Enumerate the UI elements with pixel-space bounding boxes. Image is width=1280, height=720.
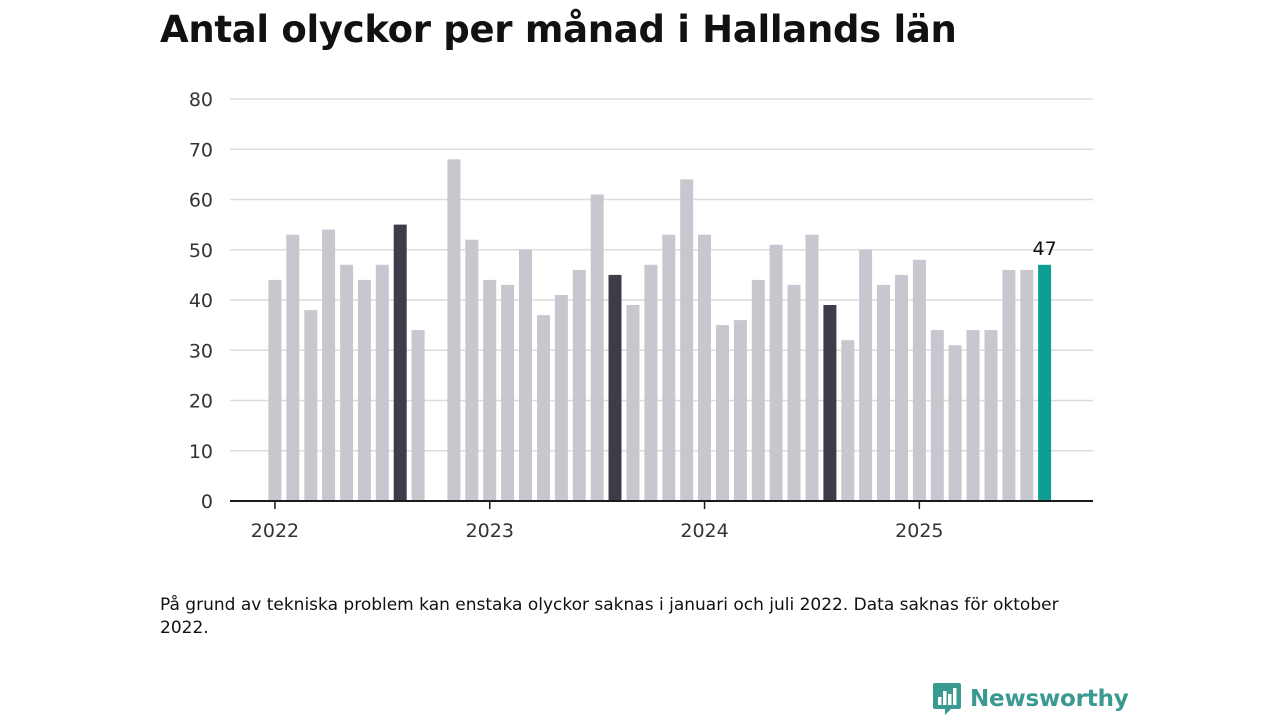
newsworthy-chart-bubble-icon [933, 683, 961, 715]
bar-2023-01 [483, 279, 497, 501]
bar-2023-03 [519, 249, 532, 502]
bar-2025-06 [1002, 269, 1016, 501]
bar-2023-06 [572, 269, 586, 501]
bar-2023-12 [680, 179, 694, 501]
y-tick-label: 50 [189, 240, 213, 262]
footnote: På grund av tekniska problem kan enstaka… [160, 595, 1059, 638]
bar-2024-05 [769, 244, 783, 501]
bar-2025-08 [1038, 264, 1052, 501]
data-label-latest: 47 [1033, 238, 1057, 260]
newsworthy-logo: Newsworthy [932, 682, 1129, 716]
bar-2022-02 [286, 234, 300, 501]
bar-2023-10 [644, 264, 658, 501]
bars [268, 159, 1052, 502]
bar-2022-04 [322, 229, 336, 501]
bar-2025-02 [930, 330, 944, 501]
bar-2024-04 [751, 279, 765, 501]
bar-2024-03 [733, 320, 747, 501]
y-tick-label: 20 [189, 391, 213, 413]
bar-2022-05 [340, 264, 354, 501]
x-tick-label: 2022 [251, 520, 299, 542]
bar-2023-04 [537, 315, 550, 501]
bar-2024-07 [805, 234, 819, 501]
bar-2024-02 [716, 325, 729, 501]
axes: 0 10 20 30 40 50 60 70 80 2022 2023 2024 2025 [189, 89, 1093, 542]
x-tick-label: 2023 [466, 520, 514, 542]
brand-name: Newsworthy [970, 686, 1129, 712]
gridlines [230, 98, 1093, 452]
bar-2022-03 [304, 310, 318, 501]
bar-2025-05 [984, 330, 998, 501]
bar-2022-12 [465, 239, 479, 501]
y-tick-label: 80 [189, 89, 213, 111]
y-tick-label: 10 [189, 441, 213, 463]
y-tick-label: 30 [189, 340, 213, 362]
bar-2022-06 [357, 279, 371, 501]
bar-2022-09 [411, 330, 425, 501]
x-tick-label: 2025 [895, 520, 943, 542]
bar-2023-11 [662, 234, 676, 501]
bar-2023-02 [501, 284, 515, 501]
bar-2025-01 [912, 259, 926, 501]
bar-2025-03 [948, 345, 962, 501]
chart-title: Antal olyckor per månad i Hallands län [160, 8, 957, 51]
x-tick-label: 2024 [680, 520, 728, 542]
bar-2022-11 [447, 159, 461, 502]
bar-2025-07 [1020, 269, 1034, 501]
bar-2024-11 [877, 284, 890, 501]
y-tick-label: 70 [189, 139, 213, 161]
y-tick-label: 40 [189, 290, 213, 312]
bar-2023-07 [590, 194, 604, 501]
bar-2024-08 [823, 305, 837, 501]
bar-2023-08 [608, 274, 622, 501]
data-labels: 47 [1033, 238, 1057, 260]
bar-2024-06 [787, 284, 801, 501]
bar-2023-05 [554, 295, 568, 501]
y-tick-label: 60 [189, 190, 213, 212]
bar-2022-08 [393, 224, 407, 501]
bar-2024-01 [698, 234, 711, 501]
bar-2024-09 [841, 340, 855, 501]
bar-2022-07 [375, 264, 389, 501]
bar-2023-09 [626, 305, 640, 501]
bar-2024-10 [859, 249, 873, 502]
bar-2024-12 [895, 274, 908, 501]
bar-2025-04 [966, 330, 980, 501]
bar-2022-01 [268, 279, 282, 501]
y-tick-label: 0 [201, 491, 213, 513]
